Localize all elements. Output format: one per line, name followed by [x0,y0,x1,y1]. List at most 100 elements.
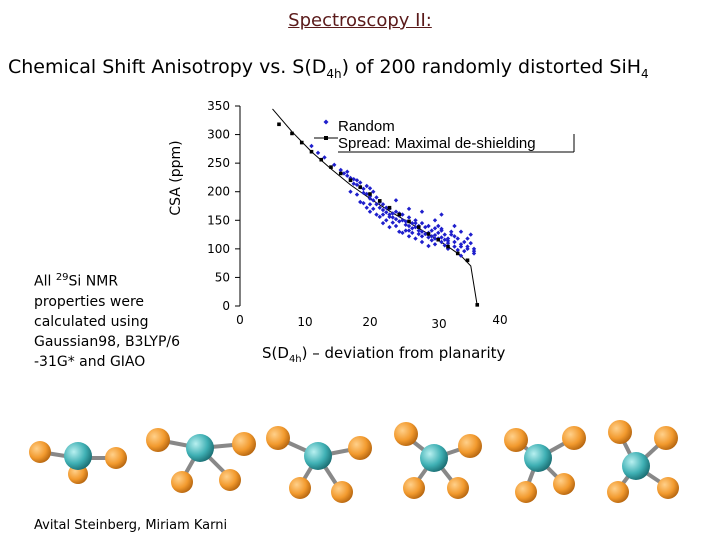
random-data-point [374,195,379,200]
note-line-1: All [34,273,52,290]
random-data-point [364,205,369,210]
random-data-point [406,215,412,220]
csa-scatter-chart: 0 50 100 150 200 250 300 350 0 10 20 30 40 RandomSpre… [207,99,575,331]
random-data-point [419,239,425,245]
random-data-point [345,173,350,178]
random-data-point [393,223,399,229]
y-tick-label: 50 [215,270,230,284]
random-data-point [361,200,366,206]
random-data-point [406,228,412,233]
random-data-point [348,175,353,181]
random-data-point [364,183,369,189]
random-data-point [358,180,363,185]
random-data-point [419,209,425,214]
random-data-point [452,244,457,249]
random-data-point [423,224,428,230]
random-data-point [380,202,386,207]
random-data-point [439,212,444,217]
random-data-point [322,155,327,160]
random-data-point [458,242,464,247]
random-data-point [426,223,431,229]
random-data-point [432,232,438,238]
random-data-point [410,230,415,236]
molecule-2 [146,428,256,493]
note-line-2: Si NMR [68,273,119,290]
random-data-point [452,239,457,245]
random-data-point [468,240,473,246]
random-data-point [432,218,438,223]
molecule-3 [266,426,372,503]
random-data-point [413,218,418,223]
maximal-data-point [338,171,343,176]
note-superscript: 29 [55,272,69,283]
random-data-point [471,248,477,254]
maximal-data-point [290,131,294,136]
random-data-point [367,186,373,191]
random-data-point [354,182,360,188]
random-data-point [371,189,376,194]
random-data-point [445,238,451,244]
molecule-5 [504,426,586,503]
random-data-point [371,198,376,203]
random-data-point [315,150,321,156]
y-tick-label: 300 [207,128,230,142]
maximal-data-point [368,192,372,196]
random-data-point [449,229,454,234]
random-data-point [419,220,425,226]
subtitle-subscript-2: 4 [641,66,649,81]
slide-title: Spectroscopy II: [288,10,432,31]
random-data-point [387,214,392,220]
random-data-point [406,223,412,229]
subtitle-text-2: ) of 200 randomly distorted SiH [341,56,642,78]
note-line-4: calculated using [34,313,149,330]
random-data-point [400,230,405,236]
maximal-data-point [348,178,353,183]
random-data-point [465,244,470,249]
subtitle-subscript-1: 4h [326,66,342,81]
maximal-data-point [436,237,441,242]
random-data-point [351,176,356,182]
random-data-point [410,220,415,226]
note-line-3: properties were [34,293,145,310]
x-tick-label: 20 [362,315,377,329]
random-data-point [374,212,379,217]
random-data-point [432,226,438,231]
molecule-6 [607,420,679,503]
maximal-data-point [475,303,480,307]
y-tick-label: 0 [222,299,230,313]
xlabel-text-2: ) – deviation from planarity [301,344,506,362]
random-data-point [380,220,386,226]
maximal-data-point [426,232,431,236]
random-data-point [393,198,399,203]
random-data-point [367,196,373,201]
y-axis-label: CSA (ppm) [168,140,184,216]
y-tick-label: 350 [207,99,230,113]
author-credit: Avital Steinberg, Miriam Karni [34,518,228,533]
random-data-point [413,236,418,241]
random-data-point [364,191,369,197]
random-data-point [403,228,408,233]
random-data-point [332,162,337,168]
random-data-point [390,215,395,220]
random-data-point [423,231,428,237]
random-data-point [445,236,451,241]
random-data-point [371,206,376,212]
maximal-data-point [329,165,333,169]
random-data-point [442,243,447,248]
random-data-point [393,209,399,214]
random-data-point [377,214,382,220]
maximal-data-point [277,122,281,127]
molecule-structures [29,420,679,503]
random-data-point [445,240,451,246]
random-data-point [367,202,373,207]
xlabel-subscript: 4h [288,354,302,365]
random-data-point [403,222,408,228]
random-data-point [384,218,389,223]
random-data-point [429,238,434,243]
random-data-point [452,234,457,239]
maximal-data-point [455,251,460,256]
random-data-point [432,242,438,247]
method-note: All 29Si NMR properties were calculated us… [34,268,204,372]
random-data-point [309,143,314,149]
random-data-point [377,205,382,210]
